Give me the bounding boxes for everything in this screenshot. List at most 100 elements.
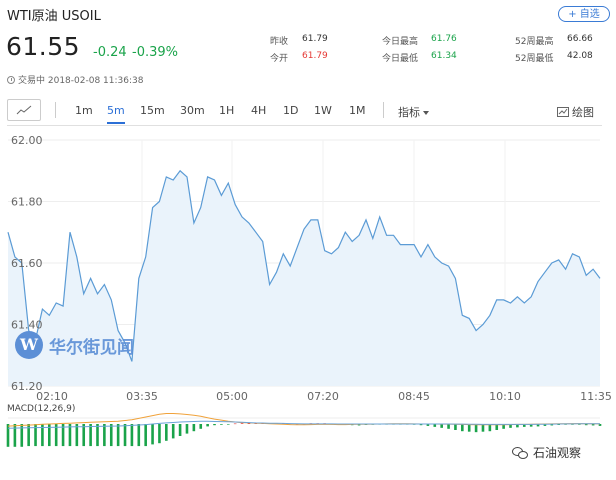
toolbar-divider-line [7,125,602,126]
x-tick-label: 05:00 [216,390,248,403]
stat-label-prev-close: 昨收 [270,37,289,47]
macd-hist-bar [116,424,120,447]
tab-period-1m[interactable]: 1m [75,104,93,117]
tab-period-1mo[interactable]: 1M [349,104,366,117]
macd-hist-bar [192,424,196,432]
macd-hist-bar [6,424,10,447]
stat-label-open: 今开 [270,54,289,64]
macd-hist-bar [440,424,443,428]
macd-hist-bar [598,424,602,426]
stat-value-day-high: 61.76 [431,34,457,44]
macd-hist-bar [522,424,526,427]
macd-hist-bar [185,424,189,434]
macd-hist-bar [474,424,478,433]
macd-hist-bar [75,424,79,447]
macd-hist-bar [481,424,485,432]
price-line [7,169,601,362]
macd-hist-bar [41,424,44,447]
clock-icon [7,75,15,84]
macd-hist-bar [144,424,147,447]
macd-hist-bar [61,424,65,447]
x-tick-label: 03:35 [126,390,158,403]
macd-hist-bar [151,424,154,445]
macd-hist-bar [220,424,223,425]
watermark-text: 华尔街见闻 [49,337,134,358]
macd-hist-bar [591,424,595,426]
tab-period-15m[interactable]: 15m [140,104,165,117]
wechat-icon [512,446,529,459]
macd-hist-bar [454,424,457,430]
price-change-percent: -0.39% [132,45,178,60]
macd-hist-bar [103,424,106,447]
x-tick-label: 07:20 [307,390,339,403]
line-chart-icon [16,105,32,115]
macd-hist-bar [247,423,251,424]
tab-period-4h[interactable]: 4H [251,104,267,117]
macd-hist-bar [178,424,182,436]
y-tick-label: 61.80 [11,196,43,209]
add-to-watchlist-button[interactable]: + 自选 [558,6,610,22]
macd-hist-bar [419,424,423,426]
indicator-label: 指标 [398,106,420,119]
stat-value-52w-low: 42.08 [567,51,593,61]
macd-hist-bar [27,424,30,447]
draw-icon [557,107,569,117]
draw-button[interactable]: 绘图 [557,104,594,120]
y-tick-label: 62.00 [11,134,43,147]
tab-period-1d[interactable]: 1D [283,104,299,117]
macd-hist-bar [13,424,17,447]
stat-value-prev-close: 61.79 [302,34,328,44]
x-tick-label: 11:35 [580,390,612,403]
stat-label-day-high: 今日最高 [382,37,419,47]
macd-hist-bar [233,423,237,425]
current-price: 61.55 [6,32,81,61]
y-tick-label: 61.40 [11,319,43,332]
x-tick-label: 10:10 [489,390,521,403]
macd-hist-bar [226,424,230,425]
stat-value-open: 61.79 [302,51,328,61]
x-tick-label: 02:10 [36,390,68,403]
macd-hist-bar [240,423,244,424]
price-change: -0.24 [93,45,127,60]
macd-hist-bar [165,424,168,441]
macd-hist-bar [206,424,209,427]
macd-hist-bar [550,424,554,426]
y-tick-label: 61.20 [11,380,43,393]
draw-label: 绘图 [572,106,594,119]
indicator-dropdown[interactable]: 指标 [398,104,429,120]
wechat-brand: 石油观察 [512,444,581,461]
macd-hist-bar [584,424,588,426]
macd-label: MACD(12,26,9) [7,404,76,414]
macd-panel [6,413,602,447]
macd-hist-bar [495,424,499,430]
macd-hist-bar [536,424,540,427]
macd-hist-bar [171,424,175,439]
macd-hist-bar [54,424,58,447]
macd-hist-bar [578,424,581,425]
trading-status: 交易中 2018-02-08 11:36:38 [7,73,143,86]
price-area [8,170,600,386]
tab-period-30m[interactable]: 30m [180,104,205,117]
macd-hist-bar [213,424,216,426]
stat-value-52w-high: 66.66 [567,34,593,44]
wechat-brand-name: 石油观察 [533,446,582,460]
macd-hist-bar [82,424,86,447]
macd-hist-bar [488,424,492,432]
x-tick-label: 08:45 [398,390,430,403]
wallstreetcn-logo: W [15,331,43,359]
macd-hist-bar [516,424,519,428]
chart-toolbar: 1m 5m 15m 30m 1H 4H 1D 1W 1M 指标 绘图 [7,98,602,124]
macd-hist-bar [130,424,134,447]
toolbar-divider [383,102,384,118]
watermark: W 华尔街见闻 [15,331,134,359]
tab-period-5m[interactable]: 5m [107,104,125,124]
chart-type-button[interactable] [7,99,41,121]
tab-period-1w[interactable]: 1W [314,104,332,117]
stat-value-day-low: 61.34 [431,51,457,61]
macd-hist-bar [543,424,547,426]
macd-hist-bar [89,424,92,447]
stat-label-52w-low: 52周最低 [515,54,554,64]
tab-period-1h[interactable]: 1H [219,104,235,117]
macd-hist-bar [199,424,203,429]
